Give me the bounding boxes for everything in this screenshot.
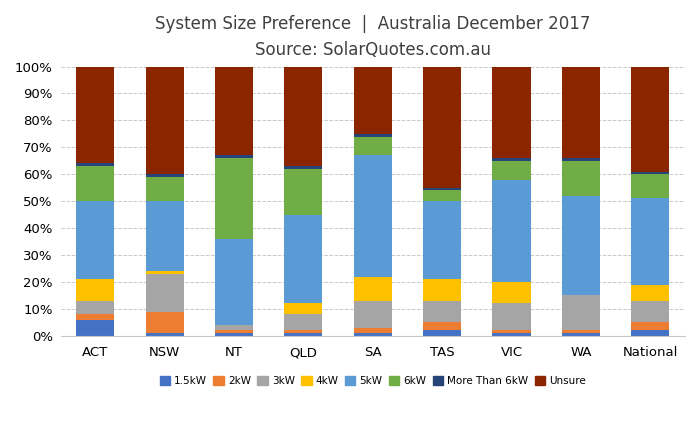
Bar: [215, 330, 253, 333]
Bar: [76, 279, 114, 301]
Bar: [215, 155, 253, 158]
Bar: [215, 158, 253, 239]
Bar: [493, 67, 531, 158]
Bar: [146, 67, 183, 174]
Bar: [423, 330, 461, 336]
Bar: [562, 333, 600, 336]
Bar: [631, 67, 669, 171]
Bar: [146, 271, 183, 274]
Bar: [423, 301, 461, 322]
Bar: [562, 295, 600, 330]
Bar: [215, 333, 253, 336]
Bar: [423, 322, 461, 330]
Bar: [493, 180, 531, 282]
Bar: [493, 333, 531, 336]
Bar: [146, 201, 183, 271]
Bar: [76, 314, 114, 320]
Bar: [354, 155, 392, 276]
Bar: [146, 312, 183, 333]
Bar: [562, 330, 600, 333]
Bar: [354, 67, 392, 134]
Bar: [76, 301, 114, 314]
Bar: [493, 330, 531, 333]
Bar: [631, 174, 669, 198]
Bar: [423, 67, 461, 187]
Bar: [76, 164, 114, 166]
Bar: [215, 67, 253, 155]
Bar: [562, 161, 600, 196]
Bar: [76, 320, 114, 336]
Bar: [284, 330, 323, 333]
Bar: [423, 201, 461, 279]
Bar: [76, 201, 114, 279]
Bar: [354, 134, 392, 136]
Bar: [76, 67, 114, 164]
Bar: [76, 166, 114, 201]
Bar: [146, 274, 183, 312]
Bar: [631, 171, 669, 174]
Bar: [562, 196, 600, 295]
Bar: [215, 239, 253, 325]
Bar: [146, 177, 183, 201]
Bar: [284, 169, 323, 215]
Bar: [423, 279, 461, 301]
Bar: [284, 303, 323, 314]
Bar: [493, 161, 531, 180]
Legend: 1.5kW, 2kW, 3kW, 4kW, 5kW, 6kW, More Than 6kW, Unsure: 1.5kW, 2kW, 3kW, 4kW, 5kW, 6kW, More Tha…: [160, 376, 586, 386]
Bar: [631, 285, 669, 301]
Bar: [631, 198, 669, 285]
Title: System Size Preference  |  Australia December 2017
Source: SolarQuotes.com.au: System Size Preference | Australia Decem…: [155, 15, 590, 59]
Bar: [493, 303, 531, 330]
Bar: [631, 322, 669, 330]
Bar: [146, 174, 183, 177]
Bar: [284, 314, 323, 330]
Bar: [354, 136, 392, 155]
Bar: [423, 191, 461, 201]
Bar: [284, 67, 323, 166]
Bar: [423, 187, 461, 191]
Bar: [284, 166, 323, 169]
Bar: [215, 325, 253, 330]
Bar: [354, 276, 392, 301]
Bar: [562, 158, 600, 161]
Bar: [631, 301, 669, 322]
Bar: [354, 333, 392, 336]
Bar: [493, 282, 531, 303]
Bar: [146, 333, 183, 336]
Bar: [354, 301, 392, 328]
Bar: [631, 330, 669, 336]
Bar: [284, 215, 323, 303]
Bar: [354, 328, 392, 333]
Bar: [493, 158, 531, 161]
Bar: [562, 67, 600, 158]
Bar: [284, 333, 323, 336]
